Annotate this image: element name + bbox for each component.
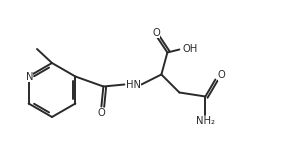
Text: OH: OH <box>183 44 198 54</box>
Text: O: O <box>218 70 225 81</box>
Text: N: N <box>26 71 33 81</box>
Text: NH₂: NH₂ <box>196 116 215 125</box>
Text: O: O <box>98 108 105 117</box>
Text: O: O <box>152 27 160 38</box>
Text: HN: HN <box>126 79 141 89</box>
